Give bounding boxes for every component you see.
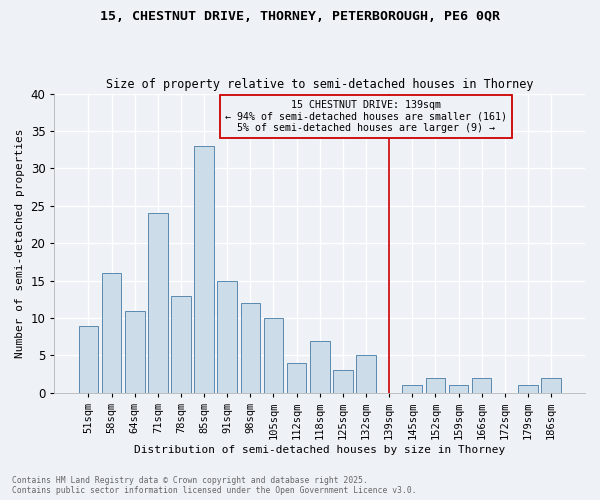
Text: 15 CHESTNUT DRIVE: 139sqm
← 94% of semi-detached houses are smaller (161)
5% of : 15 CHESTNUT DRIVE: 139sqm ← 94% of semi-… [225, 100, 507, 132]
Title: Size of property relative to semi-detached houses in Thorney: Size of property relative to semi-detach… [106, 78, 533, 91]
Text: 15, CHESTNUT DRIVE, THORNEY, PETERBOROUGH, PE6 0QR: 15, CHESTNUT DRIVE, THORNEY, PETERBOROUG… [100, 10, 500, 23]
Bar [79, 326, 98, 393]
Bar [102, 273, 121, 393]
Bar [425, 378, 445, 393]
Bar [194, 146, 214, 393]
X-axis label: Distribution of semi-detached houses by size in Thorney: Distribution of semi-detached houses by … [134, 445, 505, 455]
Bar [263, 318, 283, 393]
Bar [287, 363, 307, 393]
Bar [171, 296, 191, 393]
Bar [241, 303, 260, 393]
Bar [333, 370, 353, 393]
Bar [310, 340, 329, 393]
Text: Contains HM Land Registry data © Crown copyright and database right 2025.
Contai: Contains HM Land Registry data © Crown c… [12, 476, 416, 495]
Bar [541, 378, 561, 393]
Bar [518, 386, 538, 393]
Bar [472, 378, 491, 393]
Bar [148, 214, 167, 393]
Bar [403, 386, 422, 393]
Bar [217, 280, 237, 393]
Bar [449, 386, 469, 393]
Y-axis label: Number of semi-detached properties: Number of semi-detached properties [15, 128, 25, 358]
Bar [356, 356, 376, 393]
Bar [125, 310, 145, 393]
